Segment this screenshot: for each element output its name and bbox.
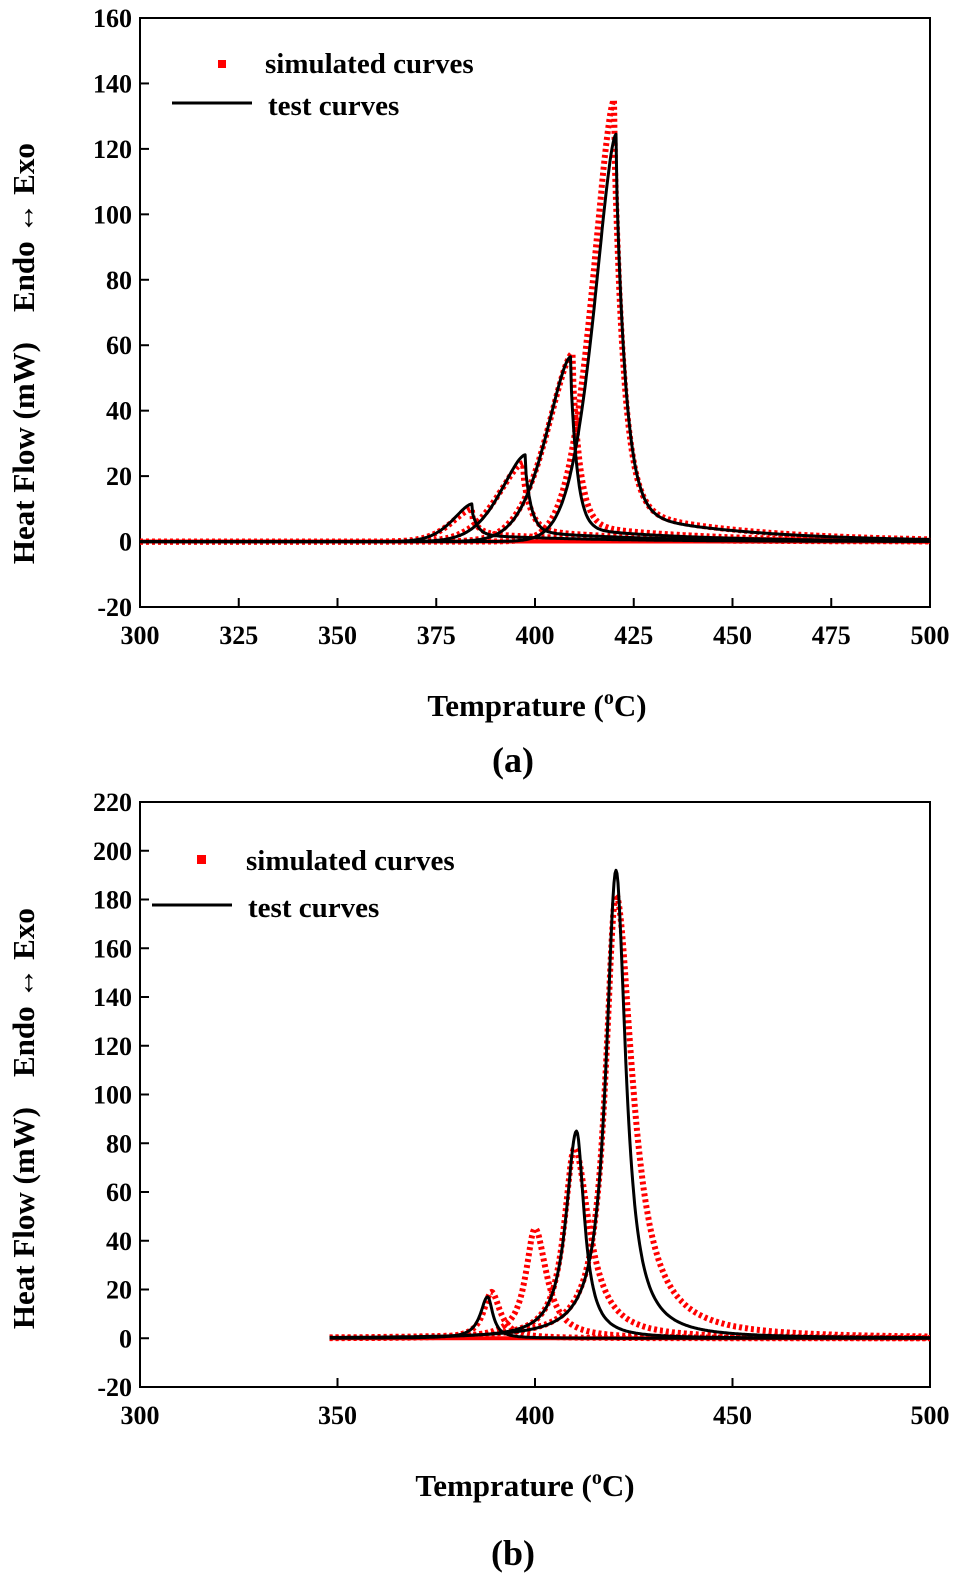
chart-panel-b: -20 0 20 40 60 80 100 120 140 160 180 200 220 300 350… [6, 788, 950, 1573]
x-axis-ticks-a: 300 325 350 375 400 425 450 475 500 [121, 598, 950, 650]
x-axis-ticks-b: 300 350 400 450 500 [121, 1378, 950, 1430]
x-tick-label-a: 375 [417, 621, 456, 650]
y-axis-label-a: Heat Flow (mW) Endo ↔ Exo [6, 143, 41, 564]
y-tick-label-a: 20 [106, 462, 132, 491]
y-tick-label-b: 100 [93, 1081, 132, 1110]
x-tick-label-a: 300 [121, 621, 160, 650]
y-tick-label-b: -20 [97, 1373, 132, 1402]
legend-test-label: test curves [268, 90, 399, 122]
y-tick-label-b: 60 [106, 1178, 132, 1207]
legend-test-label-b: test curves [248, 892, 379, 924]
simulated-curve-b-4 [327, 1225, 932, 1342]
y-tick-label-b: 120 [93, 1032, 132, 1061]
y-axis-ticks-b: -20 0 20 40 60 80 100 120 140 160 180 200 220 [93, 788, 149, 1402]
y-tick-label-a: 120 [93, 135, 132, 164]
x-tick-label-a: 400 [516, 621, 555, 650]
y-tick-label-b: 180 [93, 886, 132, 915]
x-axis-label-b: Temprature (oC) [415, 1467, 634, 1503]
y-tick-label-a: 80 [106, 266, 132, 295]
test-series-group-b [329, 868, 931, 1340]
x-tick-label-b: 300 [121, 1401, 160, 1430]
panel-label-a: (a) [492, 740, 534, 780]
panel-label-b: (b) [491, 1533, 535, 1573]
y-axis-title-b: Heat Flow (mW) [6, 1107, 41, 1329]
y-tick-label-b: 40 [106, 1227, 132, 1256]
y-tick-label-b: 140 [93, 983, 132, 1012]
x-tick-label-b: 450 [713, 1401, 752, 1430]
test-series-group-a [139, 132, 931, 544]
simulated-curve-b-6 [327, 891, 932, 1341]
test-curve-a-1 [139, 453, 931, 544]
x-tick-label-a: 500 [911, 621, 950, 650]
x-tick-label-a: 475 [812, 621, 851, 650]
x-axis-label-a: Temprature (oC) [427, 687, 646, 723]
x-tick-label-b: 500 [911, 1401, 950, 1430]
x-tick-label-a: 325 [219, 621, 258, 650]
legend-simulated-label: simulated curves [265, 48, 474, 80]
legend-simulated-marker [218, 60, 226, 68]
x-tick-label-b: 350 [318, 1401, 357, 1430]
y-tick-label-b: 220 [93, 788, 132, 817]
legend-simulated-label-b: simulated curves [246, 845, 455, 877]
simulated-curve-b-5 [327, 1145, 932, 1341]
y-axis-title-a: Heat Flow (mW) [6, 342, 41, 564]
plot-area-b [139, 801, 931, 1388]
x-tick-label-a: 425 [614, 621, 653, 650]
y-tick-label-b: 80 [106, 1129, 132, 1158]
y-tick-label-a: 140 [93, 69, 132, 98]
y-axis-direction-b: Endo ↔ Exo [6, 908, 41, 1077]
y-tick-label-b: 20 [106, 1276, 132, 1305]
y-tick-label-b: 200 [93, 837, 132, 866]
legend-b: simulated curves test curves [152, 845, 455, 924]
chart-panel-a: -20 0 20 40 60 80 100 120 140 160 300 325 350 375 400… [6, 4, 950, 780]
y-tick-label-a: 160 [93, 4, 132, 33]
y-axis-label-b: Heat Flow (mW) Endo ↔ Exo [6, 908, 41, 1329]
y-axis-ticks-a: -20 0 20 40 60 80 100 120 140 160 [93, 4, 149, 622]
x-tick-label-a: 350 [318, 621, 357, 650]
y-tick-label-b: 0 [119, 1324, 132, 1353]
y-tick-label-a: 100 [93, 200, 132, 229]
y-tick-label-a: 0 [119, 528, 132, 557]
y-axis-direction-a: Endo ↔ Exo [6, 143, 41, 312]
x-tick-label-a: 450 [713, 621, 752, 650]
x-tick-label-b: 400 [516, 1401, 555, 1430]
legend-a: simulated curves test curves [172, 48, 474, 122]
y-tick-label-a: 40 [106, 397, 132, 426]
y-tick-label-a: -20 [97, 593, 132, 622]
y-tick-label-b: 160 [93, 934, 132, 963]
legend-simulated-marker-b [197, 855, 206, 864]
y-tick-label-a: 60 [106, 331, 132, 360]
test-curve-b-2 [329, 868, 931, 1340]
test-curve-a-3 [139, 132, 931, 544]
